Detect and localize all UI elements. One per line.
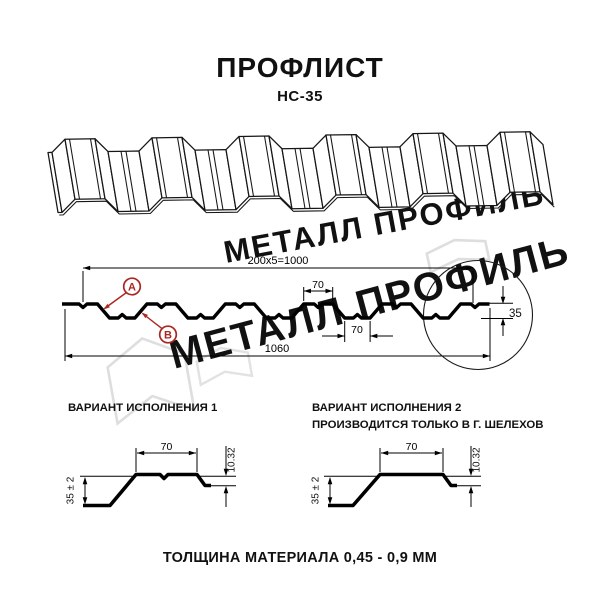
cross-section-profile	[62, 302, 490, 320]
variant1-dim-flange: 70	[161, 441, 173, 453]
variant2-dim-height: 35 ± 2	[311, 476, 322, 504]
variant-drawings	[83, 472, 457, 508]
sheet-3d-rib-line	[468, 145, 480, 206]
dim-arrow-icon	[82, 497, 88, 505]
dim-top-flange-label: 70	[312, 279, 324, 291]
point-markers: А В	[103, 277, 178, 344]
profile-outline	[62, 302, 490, 320]
dim-arrow-icon	[82, 477, 88, 485]
sheet-3d-rib-line	[473, 145, 485, 206]
variant2-title: ВАРИАНТ ИСПОЛНЕНИЯ 2	[312, 402, 461, 414]
dim-arrow-icon	[468, 486, 474, 494]
dim-arrow-icon	[337, 333, 345, 339]
sheet-3d-rib-line	[89, 138, 102, 199]
sheet-3d-rib-line	[294, 148, 306, 209]
dim-arrow-icon	[500, 296, 506, 304]
sheet-3d-surface	[529, 131, 554, 206]
variant2-profile-outline	[328, 472, 457, 508]
brand-logo-icon	[195, 343, 252, 384]
dim-arrow-icon	[327, 497, 333, 505]
variant2-subtitle: ПРОИЗВОДИТСЯ ТОЛЬКО В Г. ШЕЛЕХОВ	[312, 419, 544, 431]
profile-model-label: НС-35	[277, 88, 323, 105]
dim-overall-label: 1060	[265, 343, 289, 355]
dim-arrow-icon	[223, 486, 229, 494]
dim-arrow-icon	[468, 468, 474, 476]
variant2-dim-flange: 70	[406, 441, 418, 453]
variant1-title: ВАРИАНТ ИСПОЛНЕНИЯ 1	[68, 402, 218, 414]
dimension-lines	[64, 265, 513, 507]
dim-arrow-icon	[223, 468, 229, 476]
detail-circle	[422, 259, 534, 371]
dim-arrow-icon	[137, 450, 145, 456]
variant1-dim-edge: 10.32	[227, 447, 238, 472]
dim-height-label: 35	[509, 308, 522, 320]
dim-arrow-icon	[188, 450, 196, 456]
sheet-3d-rib-line	[120, 151, 132, 212]
dim-arrow-icon	[482, 353, 490, 359]
marker-a-circle	[122, 277, 142, 296]
sheet-3d-rib-line	[437, 133, 450, 194]
sheet-3d-thickness-edge	[59, 193, 555, 216]
dim-arrow-icon	[303, 288, 311, 294]
marker-a-label: А	[128, 282, 136, 294]
dim-arrow-icon	[83, 265, 91, 271]
dim-arrow-icon	[381, 450, 389, 456]
dim-arrow-icon	[500, 318, 506, 326]
marker-a-arrow-icon	[103, 303, 110, 310]
sheet-3d-rib-line	[263, 135, 276, 197]
variant2-dim-edge: 10.32	[472, 447, 483, 472]
sheet-3d-rib-line	[350, 134, 363, 195]
brand-logo-icon	[104, 332, 195, 424]
sheet-3d-rib-line	[242, 136, 255, 197]
sheet-3d-rib-line	[299, 148, 311, 209]
marker-b-arrow-icon	[141, 312, 148, 319]
sheet-3d-rib-line	[176, 137, 189, 198]
dim-coverage-label: 200x5=1000	[248, 255, 309, 267]
marker-b-circle	[158, 325, 178, 344]
variant1-profile-outline	[83, 472, 211, 508]
sheet-3d-rib-line	[386, 146, 398, 208]
sheet-3d-rib-line	[329, 134, 342, 196]
sheet-3d-rib-line	[503, 132, 516, 193]
sheet-3d-view	[47, 131, 555, 216]
marker-b-label: В	[164, 330, 172, 342]
dim-arrow-icon	[370, 333, 378, 339]
sheet-3d-rib-line	[416, 133, 429, 194]
page-title: ПРОФЛИСТ	[216, 52, 383, 83]
dim-arrow-icon	[65, 353, 73, 359]
sheet-3d-rib-line	[212, 149, 224, 210]
dim-arrow-icon	[325, 288, 333, 294]
sheet-3d-rib-line	[381, 147, 393, 208]
sheet-3d-rib-line	[125, 151, 137, 212]
variant1-dim-height: 35 ± 2	[66, 476, 77, 504]
dim-arrow-icon	[327, 477, 333, 485]
material-thickness-note: ТОЛЩИНА МАТЕРИАЛА 0,45 - 0,9 ММ	[163, 550, 437, 566]
sheet-3d-rib-line	[207, 149, 219, 211]
dim-arrow-icon	[465, 265, 473, 271]
sheet-3d-rib-line	[524, 131, 537, 192]
dim-bottom-flange-label: 70	[351, 324, 363, 336]
sheet-3d-rib-line	[155, 137, 168, 198]
sheet-3d-rib-line	[68, 139, 81, 200]
brand-logo-icon	[425, 234, 489, 272]
dim-arrow-icon	[434, 450, 442, 456]
